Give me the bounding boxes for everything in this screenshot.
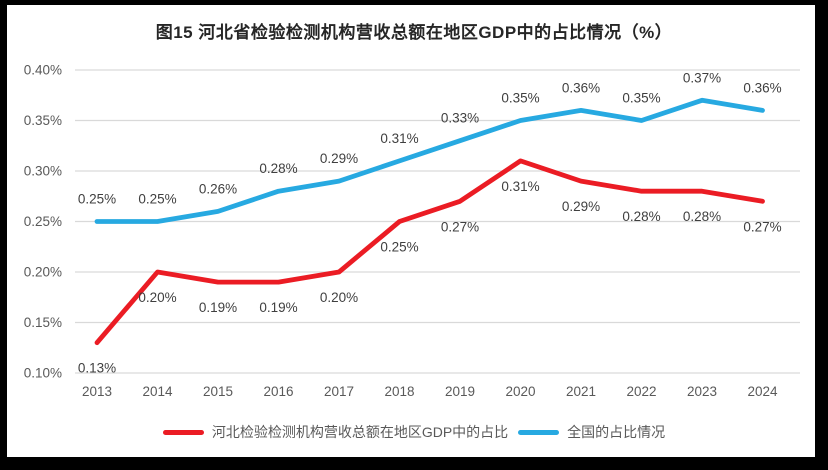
legend-item-national: 全国的占比情况 [518, 422, 665, 442]
x-axis-tick-label: 2020 [505, 384, 535, 399]
data-label: 0.29% [320, 151, 358, 166]
data-label: 0.37% [683, 70, 721, 85]
chart-canvas [7, 5, 815, 457]
data-label: 0.25% [380, 240, 418, 255]
data-label: 0.20% [320, 290, 358, 305]
data-label: 0.36% [562, 80, 600, 95]
data-label: 0.28% [259, 161, 297, 176]
x-axis-tick-label: 2019 [445, 384, 475, 399]
x-axis-tick-label: 2016 [263, 384, 293, 399]
x-axis-tick-label: 2018 [384, 384, 414, 399]
y-axis-tick-label: 0.30% [24, 164, 62, 179]
data-label: 0.35% [501, 91, 539, 106]
data-label: 0.19% [199, 300, 237, 315]
data-label: 0.20% [138, 290, 176, 305]
legend-item-hebei: 河北检验检测机构营收总额在地区GDP中的占比 [162, 422, 509, 442]
y-axis-tick-label: 0.20% [24, 265, 62, 280]
x-axis-tick-label: 2013 [82, 384, 112, 399]
legend-label-national: 全国的占比情况 [567, 424, 666, 440]
data-label: 0.19% [259, 300, 297, 315]
data-label: 0.27% [743, 219, 781, 234]
x-axis-tick-label: 2022 [626, 384, 656, 399]
x-axis-tick-label: 2021 [566, 384, 596, 399]
y-axis-tick-label: 0.25% [24, 214, 62, 229]
y-axis-tick-label: 0.40% [24, 63, 62, 78]
y-axis-tick-label: 0.10% [24, 366, 62, 381]
series-line-national [94, 97, 765, 224]
data-label: 0.26% [199, 181, 237, 196]
data-label: 0.31% [380, 131, 418, 146]
data-label: 0.25% [138, 192, 176, 207]
x-axis-tick-label: 2017 [324, 384, 354, 399]
x-axis-tick-label: 2024 [747, 384, 778, 399]
data-label: 0.35% [622, 91, 660, 106]
x-axis-tick-label: 2014 [142, 384, 173, 399]
legend-swatch-national [518, 429, 560, 435]
x-axis-tick-label: 2023 [687, 384, 717, 399]
data-label: 0.33% [441, 111, 479, 126]
legend-label-hebei: 河北检验检测机构营收总额在地区GDP中的占比 [211, 424, 509, 440]
chart-title: 图15 河北省检验检测机构营收总额在地区GDP中的占比情况（%） [155, 23, 673, 42]
data-label: 0.25% [78, 192, 116, 207]
data-label: 0.31% [501, 179, 539, 194]
data-label: 0.36% [743, 80, 781, 95]
data-label: 0.27% [441, 219, 479, 234]
data-label: 0.13% [78, 361, 116, 376]
x-axis-tick-label: 2015 [203, 384, 233, 399]
y-axis-tick-label: 0.35% [24, 113, 62, 128]
data-label: 0.29% [562, 199, 600, 214]
legend-swatch-hebei [162, 429, 204, 435]
data-label: 0.28% [683, 209, 721, 224]
chart-legend: 河北检验检测机构营收总额在地区GDP中的占比 全国的占比情况 [0, 421, 828, 443]
data-label: 0.28% [622, 209, 660, 224]
series-line-hebei [94, 158, 765, 346]
y-axis-tick-label: 0.15% [24, 315, 62, 330]
